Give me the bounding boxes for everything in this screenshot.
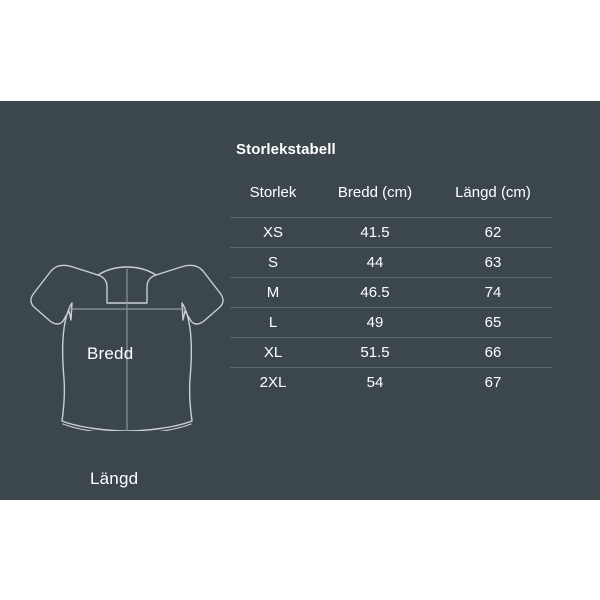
size-table-area: Storlekstabell Storlek Bredd (cm) Längd …	[230, 141, 575, 397]
cell-width: 44	[316, 247, 434, 278]
cell-length: 63	[434, 247, 552, 278]
cell-length: 66	[434, 337, 552, 368]
cell-width: 51.5	[316, 337, 434, 368]
table-row: M 46.5 74	[230, 277, 552, 308]
column-header-size: Storlek	[249, 184, 297, 201]
diagram-label-width: Bredd	[87, 344, 134, 363]
cell-length: 65	[434, 307, 552, 338]
table-row: L 49 65	[230, 307, 552, 338]
cell-size: XS	[230, 217, 316, 248]
cell-width: 54	[316, 367, 434, 397]
size-table: Storlek Bredd (cm) Längd (cm) XS 41.5 62…	[230, 184, 552, 397]
tshirt-collar-path	[97, 266, 157, 276]
chart-title: Storlekstabell	[236, 141, 336, 158]
cell-length: 67	[434, 367, 552, 397]
size-chart-panel: Bredd Längd Storlekstabell Storlek Bredd…	[0, 101, 600, 500]
table-row: XL 51.5 66	[230, 337, 552, 368]
column-header-length: Längd (cm)	[455, 184, 531, 201]
tshirt-diagram: Bredd Längd	[20, 181, 235, 488]
tshirt-hem-line	[62, 423, 192, 431]
cell-width: 46.5	[316, 277, 434, 308]
column-header-width: Bredd (cm)	[337, 184, 413, 201]
cell-width: 41.5	[316, 217, 434, 248]
tshirt-outline-svg	[30, 264, 224, 431]
table-row: S 44 63	[230, 247, 552, 278]
table-row: 2XL 54 67	[230, 367, 552, 397]
cell-size: M	[230, 277, 316, 308]
table-header-row: Storlek Bredd (cm) Längd (cm)	[230, 184, 552, 218]
cell-width: 49	[316, 307, 434, 338]
diagram-label-length: Längd	[90, 469, 139, 488]
cell-size: 2XL	[230, 367, 316, 397]
cell-size: S	[230, 247, 316, 278]
cell-size: XL	[230, 337, 316, 368]
size-table-body: XS 41.5 62 S 44 63 M 46.5 74	[230, 217, 552, 397]
table-row: XS 41.5 62	[230, 217, 552, 248]
cell-length: 74	[434, 277, 552, 308]
cell-length: 62	[434, 217, 552, 248]
cell-size: L	[230, 307, 316, 338]
